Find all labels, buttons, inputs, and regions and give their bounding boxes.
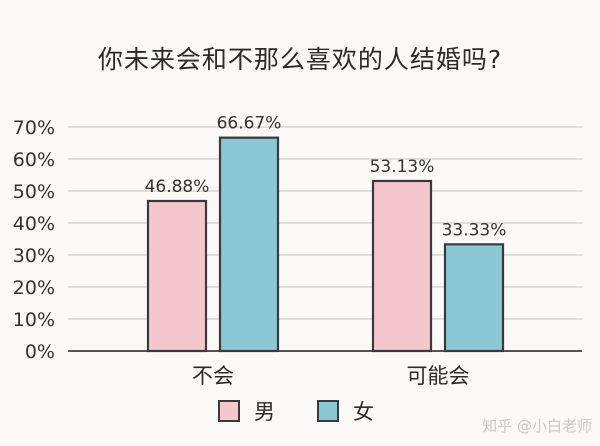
y-tick-label: 40% [13, 213, 55, 235]
legend-label-female: 女 [353, 400, 374, 424]
y-tick-label: 0% [25, 341, 55, 363]
bar [146, 199, 208, 353]
y-tick-label: 30% [13, 245, 55, 267]
legend-swatch-female [317, 400, 339, 422]
legend-swatch-male [218, 400, 240, 422]
y-tick-label: 70% [13, 117, 55, 139]
y-tick-label: 10% [13, 309, 55, 331]
legend: 男 女 [218, 396, 374, 426]
y-tick-label: 50% [13, 181, 55, 203]
x-category-label: 不会 [192, 364, 234, 388]
data-label: 46.88% [145, 177, 210, 197]
watermark: 知乎 @小白老师 [482, 417, 592, 435]
x-category-label: 可能会 [407, 364, 470, 388]
data-label: 33.33% [442, 220, 507, 240]
y-tick-label: 60% [13, 149, 55, 171]
bar [443, 243, 505, 353]
bar [218, 136, 280, 353]
y-tick-label: 20% [13, 277, 55, 299]
legend-label-male: 男 [254, 400, 275, 424]
legend-item-male: 男 [218, 396, 275, 426]
bar [371, 179, 433, 353]
data-label: 66.67% [217, 114, 282, 134]
chart-title: 你未来会和不那么喜欢的人结婚吗? [97, 45, 503, 74]
data-label: 53.13% [370, 157, 435, 177]
legend-item-female: 女 [317, 396, 374, 426]
